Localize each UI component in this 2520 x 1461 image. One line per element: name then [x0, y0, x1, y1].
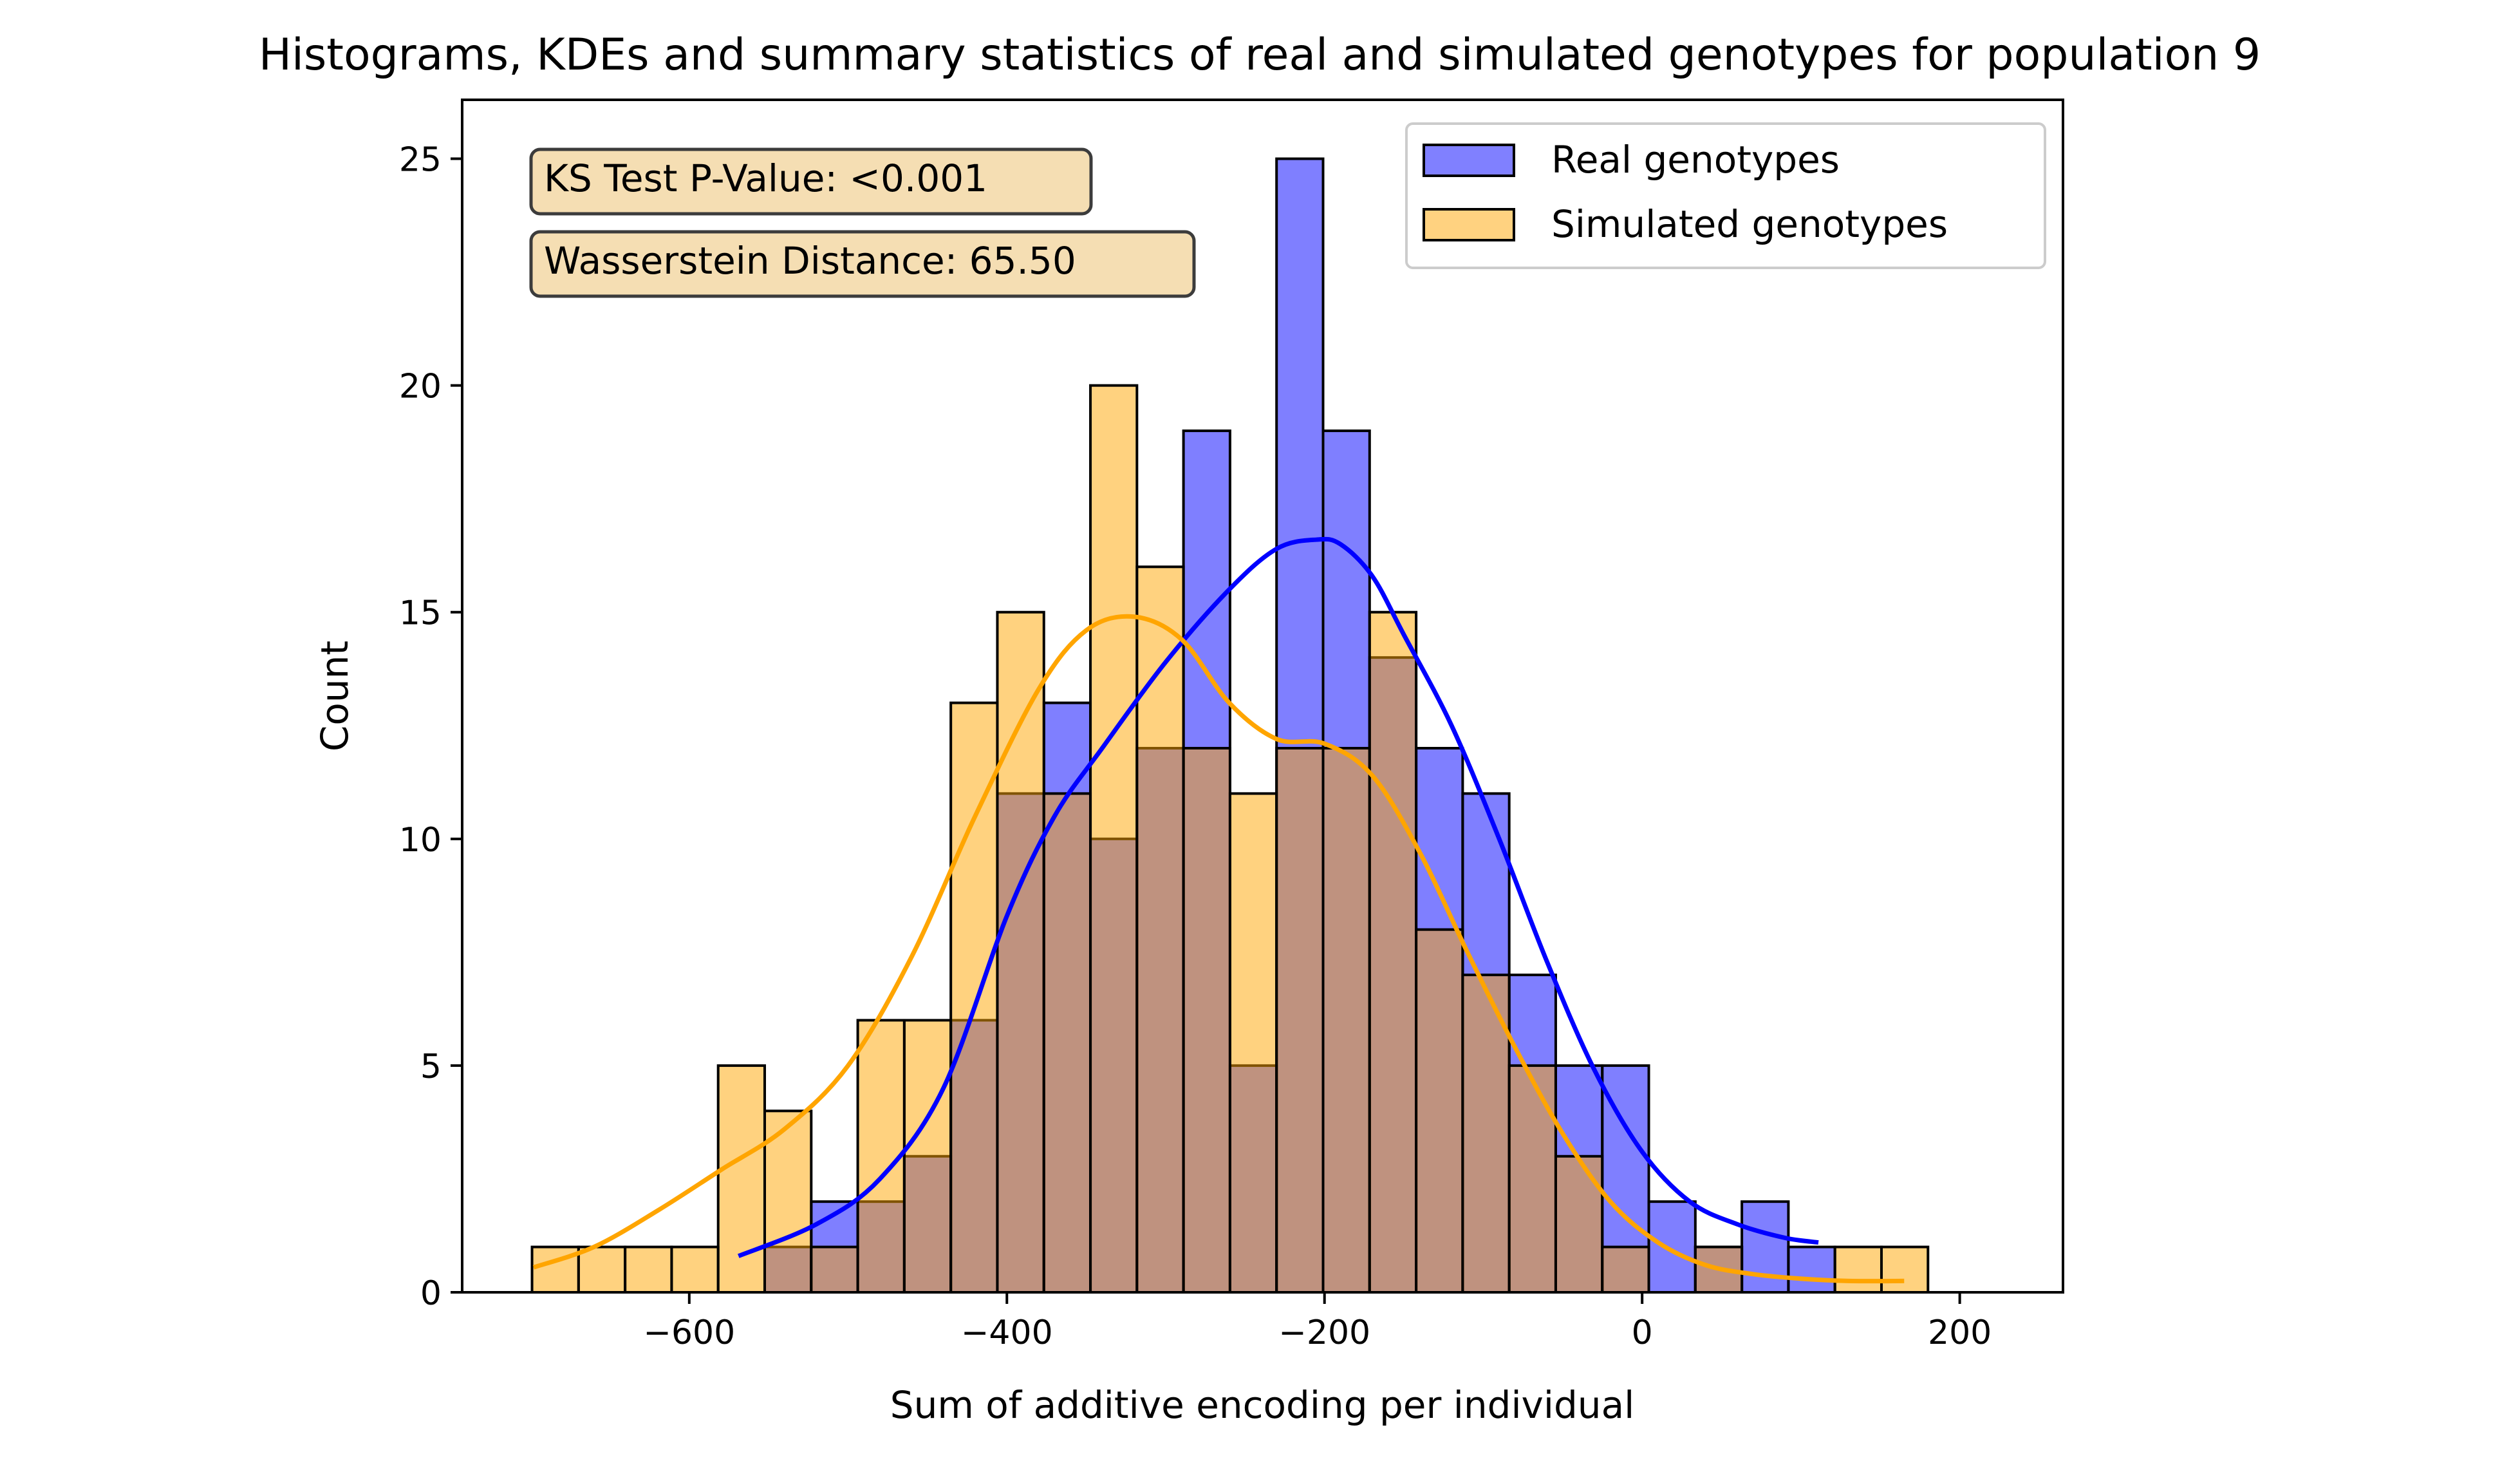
- x-tick-label: −400: [961, 1314, 1053, 1352]
- legend: Real genotypes Simulated genotypes: [1405, 122, 2046, 269]
- histogram-bar-simulated: [1228, 792, 1278, 1294]
- histogram-bar-simulated: [1042, 792, 1092, 1294]
- histogram-bar-simulated: [810, 1245, 859, 1294]
- kde-line-real: [737, 536, 1819, 1258]
- kde-line-simulated: [532, 614, 1905, 1284]
- wasserstein-text: Wasserstein Distance: 65.50: [544, 239, 1076, 283]
- histogram-bar-simulated: [1089, 384, 1139, 1294]
- histogram-bar-simulated: [1507, 1064, 1557, 1294]
- histogram-bar-simulated: [716, 1064, 767, 1294]
- histogram-bar-simulated: [1554, 1155, 1604, 1294]
- ks-test-text: KS Test P-Value: <0.001: [544, 156, 987, 200]
- histogram-bar-simulated: [1415, 928, 1464, 1294]
- legend-swatch-real: [1423, 144, 1515, 177]
- wasserstein-box: [529, 230, 1196, 298]
- x-axis-label: Sum of additive encoding per individual: [890, 1383, 1634, 1427]
- y-axis-label: Count: [313, 641, 357, 751]
- y-tick-label: 10: [399, 821, 442, 860]
- histogram-bar-simulated: [1461, 974, 1511, 1294]
- legend-swatch-simulated: [1423, 208, 1515, 241]
- legend-label-real: Real genotypes: [1551, 138, 1840, 182]
- kde-lines: [532, 536, 1905, 1284]
- wasserstein-annotation: Wasserstein Distance: 65.50: [529, 230, 1196, 298]
- simulated-genotypes-bars: [530, 384, 1930, 1294]
- y-axis-ticks: 0 5 10 15 20 25: [399, 141, 462, 1313]
- ks-test-annotation: KS Test P-Value: <0.001: [529, 147, 1093, 216]
- histogram-bar-simulated: [1135, 565, 1185, 1294]
- histogram-bar-simulated: [1275, 746, 1325, 1294]
- histogram-bar-real: [1787, 1245, 1836, 1294]
- x-tick-label: −200: [1278, 1314, 1370, 1352]
- histogram-bar-simulated: [1601, 1245, 1650, 1294]
- histogram-bar-simulated: [670, 1245, 720, 1294]
- histogram-bar-simulated: [949, 701, 999, 1294]
- y-tick-label: 25: [399, 141, 442, 180]
- legend-label-simulated: Simulated genotypes: [1551, 202, 1948, 246]
- histogram-bar-simulated: [1321, 746, 1371, 1294]
- ks-test-box: [529, 147, 1093, 216]
- x-tick-label: 200: [1928, 1314, 1992, 1352]
- y-tick-label: 5: [420, 1048, 442, 1086]
- y-tick-label: 0: [420, 1274, 442, 1313]
- histogram-bar-simulated: [902, 1019, 953, 1294]
- histogram-bar-real: [1647, 1200, 1697, 1294]
- histogram-bar-simulated: [577, 1245, 627, 1294]
- histogram-bar-simulated: [1182, 746, 1231, 1294]
- histogram-bar-simulated: [1368, 610, 1418, 1294]
- y-tick-label: 15: [399, 594, 442, 633]
- y-tick-label: 20: [399, 368, 442, 406]
- x-tick-label: −600: [643, 1314, 735, 1352]
- chart-title: Histograms, KDEs and summary statistics …: [259, 30, 2261, 80]
- x-axis-ticks: −600 −400 −200 0 200: [643, 1292, 1992, 1352]
- legend-frame: [1405, 122, 2046, 269]
- histogram-bar-simulated: [1833, 1245, 1883, 1294]
- histogram-bar-simulated: [996, 610, 1045, 1294]
- axes-frame: [461, 99, 2064, 1294]
- histogram-bar-simulated: [1880, 1245, 1930, 1294]
- plot-area: [530, 157, 1930, 1294]
- x-tick-label: 0: [1632, 1314, 1653, 1352]
- histogram-bar-simulated: [624, 1245, 673, 1294]
